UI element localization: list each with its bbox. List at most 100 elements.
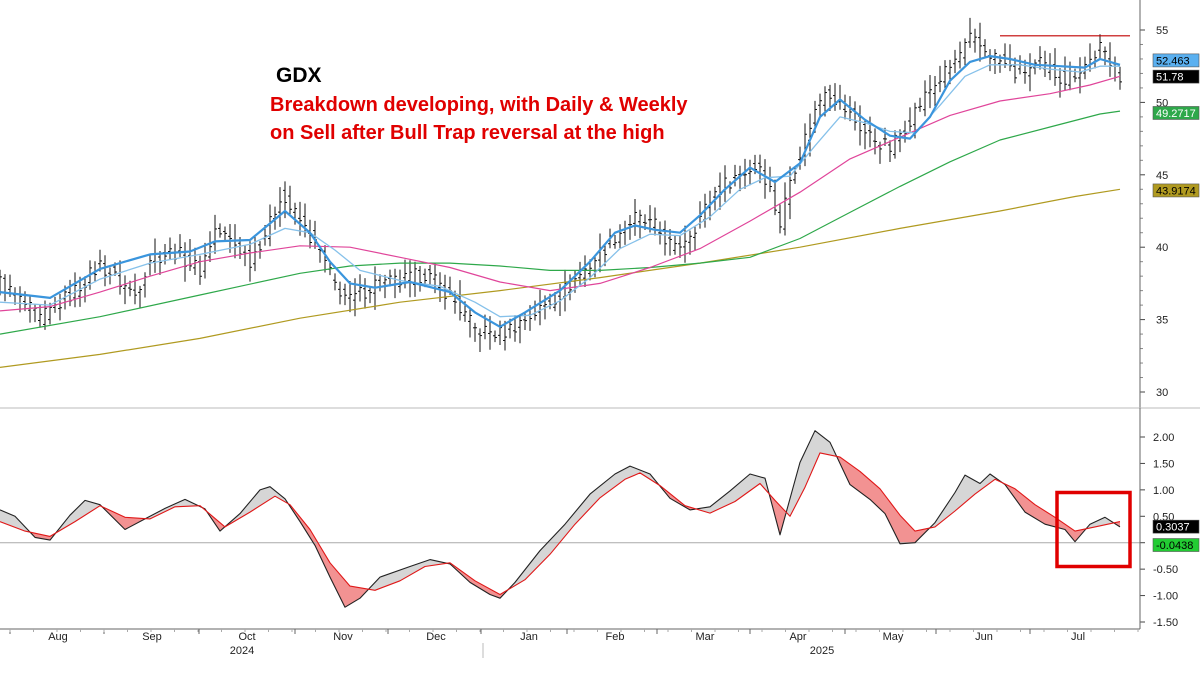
oscillator-fill-up: [272, 488, 275, 498]
oscillator-fill-down: [775, 500, 778, 526]
oscillator-fill-down: [1080, 529, 1083, 536]
oscillator-fill-up: [430, 559, 433, 566]
oscillator-fill-down: [1050, 514, 1053, 527]
osc-y-tick-label: 2.00: [1153, 432, 1174, 444]
oscillator-fill-down: [872, 482, 875, 505]
oscillator-fill-up: [7, 513, 10, 526]
oscillator-fill-down: [860, 471, 863, 494]
oscillator-fill-up: [82, 500, 85, 517]
x-month-label: Nov: [333, 631, 353, 643]
oscillator-fill-down: [902, 517, 905, 544]
oscillator-fill-up: [72, 510, 75, 524]
oscillator-fill-up: [630, 466, 633, 478]
x-month-label: Aug: [48, 631, 68, 643]
oscillator-fill-up: [435, 560, 438, 566]
osc-y-tick-label: -0.50: [1153, 564, 1178, 576]
oscillator-fill-down: [352, 586, 355, 603]
oscillator-fill-up: [722, 494, 725, 508]
oscillator-fill-up: [597, 486, 600, 501]
oscillator-fill-up: [592, 490, 595, 506]
oscillator-fill-up: [987, 474, 990, 485]
oscillator-fill-up: [377, 577, 380, 590]
oscillator-fill-up: [605, 480, 608, 495]
oscillator-fill-up: [547, 540, 550, 557]
oscillator-fill-up: [810, 435, 813, 476]
oscillator-fill-up: [1105, 517, 1108, 525]
last-value-tag-text: 49.2717: [1156, 108, 1196, 120]
x-year-label: 2025: [810, 645, 834, 657]
oscillator-fill-down: [45, 535, 48, 540]
x-month-label: Feb: [606, 631, 625, 643]
oscillator-fill-up: [587, 494, 590, 511]
x-month-label: Apr: [789, 631, 806, 643]
last-value-tag: [1152, 519, 1200, 534]
oscillator-fill-up: [737, 482, 740, 500]
moving-average-line: [0, 188, 1121, 368]
x-month-label: Jan: [520, 631, 538, 643]
oscillator-fill-up: [967, 476, 970, 501]
last-value-tag-text: 52.463: [1156, 55, 1190, 67]
oscillator-fill-up: [805, 446, 808, 488]
oscillator-fill-up: [972, 479, 975, 497]
oscillator-fill-up: [752, 474, 755, 489]
oscillator-fill-up: [90, 501, 93, 513]
oscillator-fill-down: [852, 466, 855, 489]
oscillator-fill-down: [880, 488, 883, 512]
oscillator-fill-up: [747, 474, 750, 493]
oscillator-fill-up: [725, 492, 728, 507]
x-month-label: Jul: [1071, 631, 1085, 643]
oscillator-fill-up: [0, 509, 3, 523]
oscillator-fill-down: [857, 469, 860, 492]
last-value-tag-text: 0.3037: [1156, 522, 1190, 534]
oscillator-lines: [0, 430, 1140, 608]
oscillator-fill-up: [562, 524, 565, 540]
oscillator-fill-up: [525, 566, 528, 580]
oscillator-fill-up: [567, 518, 570, 534]
moving-average-line: [0, 75, 1121, 312]
oscillator-fills: [0, 430, 1120, 608]
oscillator-fill-down: [357, 587, 360, 600]
oscillator-fill-up: [955, 488, 958, 511]
oscillator-fill-down: [885, 495, 888, 519]
oscillator-fill-down: [1020, 492, 1023, 509]
oscillator-fill-up: [755, 475, 758, 488]
oscillator-fill-down: [892, 505, 895, 534]
oscillator-fill-up: [985, 476, 988, 487]
oscillator-fill-down: [1060, 520, 1063, 529]
oscillator-fill-down: [347, 583, 350, 606]
oscillator-fill-up: [970, 477, 973, 499]
osc-y-tick-label: -1.00: [1153, 591, 1178, 603]
oscillator-fill-up: [402, 568, 405, 580]
oscillator-fill-down: [1052, 515, 1055, 527]
oscillator-fill-up: [420, 562, 423, 570]
oscillator-fill-up: [425, 560, 428, 567]
oscillator-fill-down: [1010, 486, 1013, 495]
oscillator-fill-down: [127, 517, 130, 529]
oscillator-fill-down: [1022, 494, 1025, 513]
oscillator-fill-down: [300, 517, 303, 526]
oscillator-fill-down: [340, 574, 343, 603]
last-value-tag: [1152, 69, 1200, 84]
oscillator-fill-up: [530, 560, 533, 575]
oscillator-fill-up: [5, 512, 8, 525]
oscillator-fill-down: [900, 515, 903, 544]
oscillator-fill-down: [37, 533, 40, 539]
oscillator-fill-up: [65, 518, 68, 528]
oscillator-fill-up: [415, 563, 418, 573]
oscillator-fill-up: [827, 440, 830, 455]
oscillator-fill-up: [12, 515, 15, 528]
oscillator-fill-up: [270, 486, 273, 500]
oscillator-fill-down: [897, 511, 900, 544]
oscillator-fill-up: [632, 467, 635, 477]
oscillator-fill-up: [590, 492, 593, 509]
oscillator-fill-down: [337, 571, 340, 598]
oscillator-fill-up: [742, 478, 745, 497]
oscillator-fill-up: [185, 499, 188, 507]
last-value-tag-text: 43.9174: [1156, 185, 1196, 197]
oscillator-fill-up: [990, 474, 993, 483]
oscillator-fill-down: [882, 492, 885, 514]
oscillator-fill-down: [912, 528, 915, 543]
oscillator-fill-up: [427, 559, 430, 567]
oscillator-fill-up: [580, 503, 583, 519]
oscillator-fill-up: [815, 430, 818, 465]
